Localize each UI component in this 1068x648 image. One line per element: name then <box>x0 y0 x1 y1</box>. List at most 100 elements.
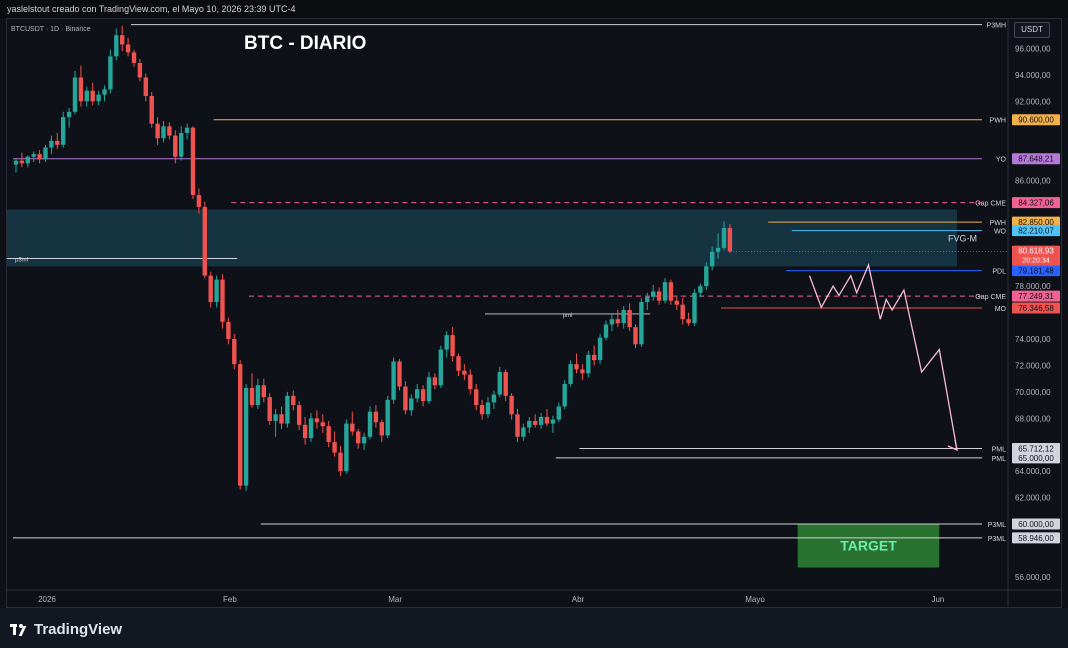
level-label: P3ML <box>988 536 1006 543</box>
candle-body <box>90 90 95 102</box>
candle-body <box>167 126 172 136</box>
candle-body <box>108 56 113 90</box>
candle-body <box>574 364 579 370</box>
fvg-zone <box>7 209 957 267</box>
y-tick-label: 96.000,00 <box>1015 44 1051 53</box>
footer: TradingView <box>0 608 1068 648</box>
candle-body <box>114 35 119 57</box>
current-price-badge <box>1012 245 1060 266</box>
candle-body <box>208 275 213 303</box>
candle-body <box>686 319 691 324</box>
p3ml-left-label: p3ml <box>15 257 28 263</box>
candle-body <box>238 364 243 486</box>
candle-body <box>173 135 178 157</box>
candle-body <box>37 154 42 160</box>
candle-body <box>361 436 367 444</box>
candle-body <box>261 385 266 398</box>
candle-body <box>645 296 650 303</box>
candle-body <box>615 319 620 324</box>
candle-body <box>19 160 25 164</box>
candle-body <box>674 300 679 305</box>
candle-body <box>49 140 54 148</box>
level-price-badge <box>1012 452 1060 464</box>
candle-body <box>592 354 597 361</box>
candle-body <box>715 247 721 252</box>
candle-body <box>550 419 556 424</box>
candle-body <box>202 206 207 276</box>
candle-body <box>544 416 550 424</box>
current-price-text: 80.618,93 <box>1018 247 1054 256</box>
chart-header: yaslelstout creado con TradingView.com, … <box>0 0 1068 18</box>
candle-body <box>727 228 733 252</box>
candle-body <box>273 414 278 421</box>
y-tick-label: 72.000,00 <box>1015 361 1051 370</box>
candle-body <box>479 405 485 415</box>
level-label: P3MH <box>987 23 1006 30</box>
y-tick-label: 68.000,00 <box>1015 414 1051 423</box>
candle-body <box>503 372 508 396</box>
candle-body <box>308 418 314 439</box>
candle-body <box>214 279 219 303</box>
candle-body <box>432 377 438 386</box>
y-tick-label: 94.000,00 <box>1015 71 1051 80</box>
candle-body <box>468 374 473 390</box>
y-tick-label: 62.000,00 <box>1015 494 1051 503</box>
candle-body <box>485 402 491 415</box>
candle-body <box>538 416 544 425</box>
tradingview-logo[interactable]: TradingView <box>10 621 122 638</box>
candle-body <box>704 266 709 287</box>
candle-body <box>603 324 609 338</box>
level-price-badge <box>1012 197 1060 209</box>
x-tick-label: Feb <box>223 595 237 604</box>
candle-body <box>78 77 84 102</box>
x-tick-label: Jun <box>931 595 944 604</box>
candle-body <box>580 369 585 374</box>
candle-body <box>314 418 320 423</box>
candle-body <box>521 427 526 437</box>
fvg-label: FVG-M <box>948 234 977 244</box>
candle-body <box>562 383 567 407</box>
level-label: P3ML <box>988 522 1006 529</box>
candle-body <box>350 423 355 432</box>
level-price-text: 90.600,00 <box>1018 116 1054 125</box>
level-price-text: 65.712,12 <box>1018 445 1054 454</box>
y-tick-label: 56.000,00 <box>1015 573 1051 582</box>
candle-body <box>143 77 148 96</box>
candle-body <box>568 364 573 384</box>
candle-body <box>692 292 697 324</box>
candle-body <box>320 422 325 427</box>
level-price-text: 79.181,48 <box>1018 267 1054 276</box>
candle-body <box>698 286 703 293</box>
candle-body <box>373 411 379 423</box>
level-price-text: 87.648,21 <box>1018 155 1054 164</box>
candle-body <box>491 394 497 403</box>
level-label: Gap CME <box>975 294 1006 301</box>
x-tick-label: 2026 <box>38 595 56 604</box>
candle-body <box>391 361 396 400</box>
level-price-badge <box>1012 265 1060 277</box>
candle-body <box>680 304 685 320</box>
candle-body <box>131 52 137 63</box>
candle-body <box>267 397 272 421</box>
currency-button[interactable]: USDT <box>1014 22 1050 38</box>
level-price-badge <box>1012 290 1060 302</box>
level-price-text: 76.346,58 <box>1018 304 1054 313</box>
candle-body <box>438 349 443 386</box>
candle-body <box>255 385 261 406</box>
candle-body <box>190 127 196 196</box>
level-label: Gap CME <box>975 201 1006 208</box>
pml-mid-label: pml <box>563 313 573 319</box>
candle-body <box>332 442 337 453</box>
tradingview-icon <box>10 623 28 636</box>
candle-body <box>527 420 532 428</box>
candle-body <box>149 95 154 124</box>
price-chart[interactable]: FVG-M TARGET p3ml pml 96.000,00 94.000,00 92.0… <box>0 0 1068 608</box>
level-label: PML <box>992 456 1007 463</box>
candle-body <box>515 414 520 437</box>
level-label: PML <box>992 447 1007 454</box>
candle-body <box>338 452 343 472</box>
chart-frame <box>6 18 1062 608</box>
candle-body <box>597 337 603 361</box>
candle-body <box>291 395 296 406</box>
candle-body <box>31 154 36 157</box>
